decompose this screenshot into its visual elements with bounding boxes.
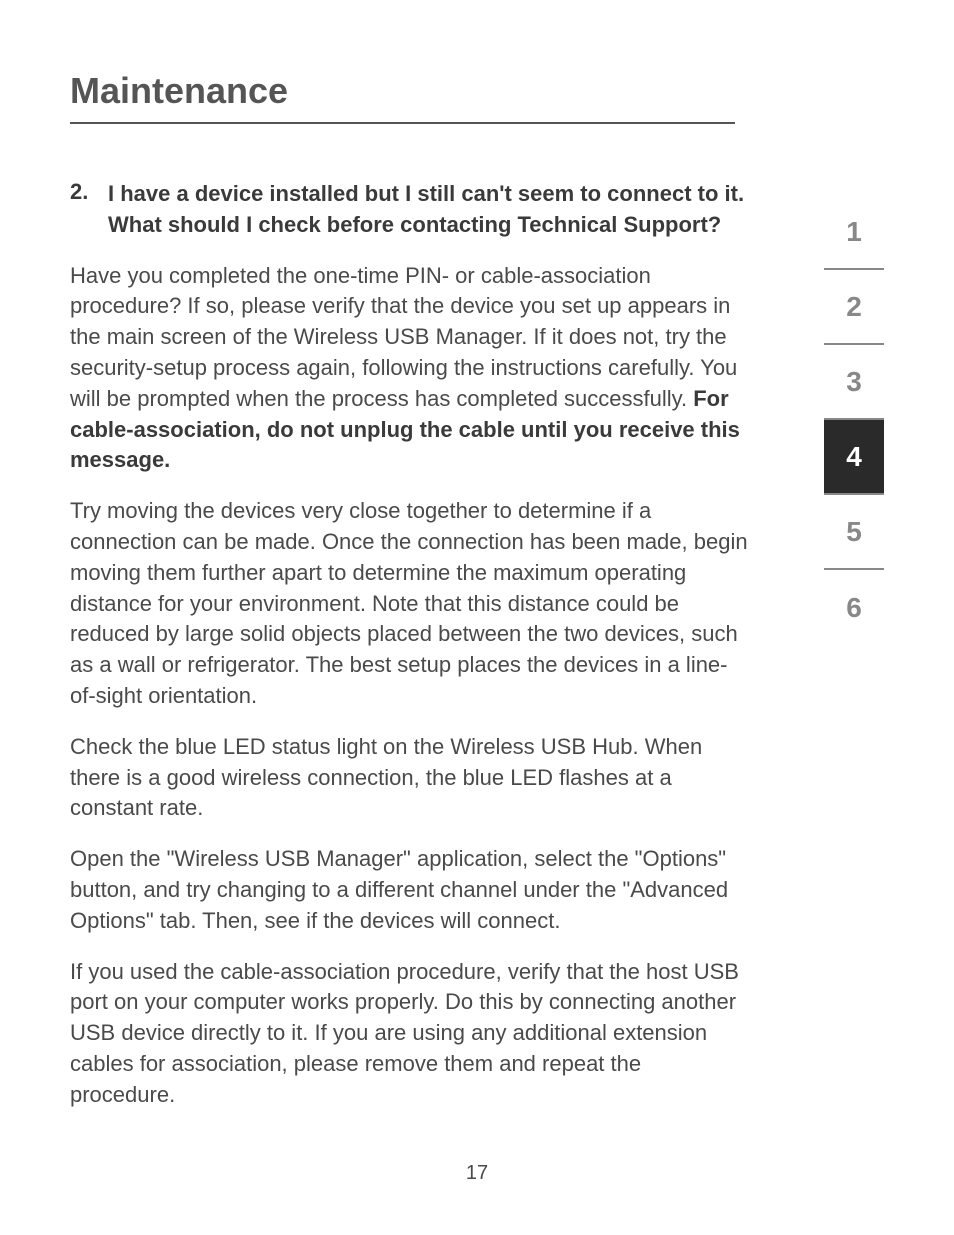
paragraph-4: Open the "Wireless USB Manager" applicat… [70, 844, 750, 936]
question-text: I have a device installed but I still ca… [108, 179, 750, 241]
nav-item-1[interactable]: 1 [824, 195, 884, 270]
page-number: 17 [0, 1162, 954, 1185]
page: Maintenance 2. I have a device installed… [0, 0, 954, 1235]
paragraph-1: Have you completed the one-time PIN- or … [70, 261, 750, 477]
paragraph-5: If you used the cable-association proced… [70, 957, 750, 1111]
paragraph-2: Try moving the devices very close togeth… [70, 496, 750, 712]
nav-item-6[interactable]: 6 [824, 570, 884, 645]
nav-item-5[interactable]: 5 [824, 495, 884, 570]
nav-item-4[interactable]: 4 [824, 420, 884, 495]
section-nav: 1 2 3 4 5 6 [824, 195, 884, 645]
question-number: 2. [70, 179, 94, 241]
faq-question: 2. I have a device installed but I still… [70, 179, 750, 241]
paragraph-3: Check the blue LED status light on the W… [70, 732, 750, 824]
nav-item-2[interactable]: 2 [824, 270, 884, 345]
paragraph-1-text: Have you completed the one-time PIN- or … [70, 263, 737, 411]
nav-item-3[interactable]: 3 [824, 345, 884, 420]
content-area: 2. I have a device installed but I still… [70, 179, 750, 1111]
section-title: Maintenance [70, 70, 735, 124]
